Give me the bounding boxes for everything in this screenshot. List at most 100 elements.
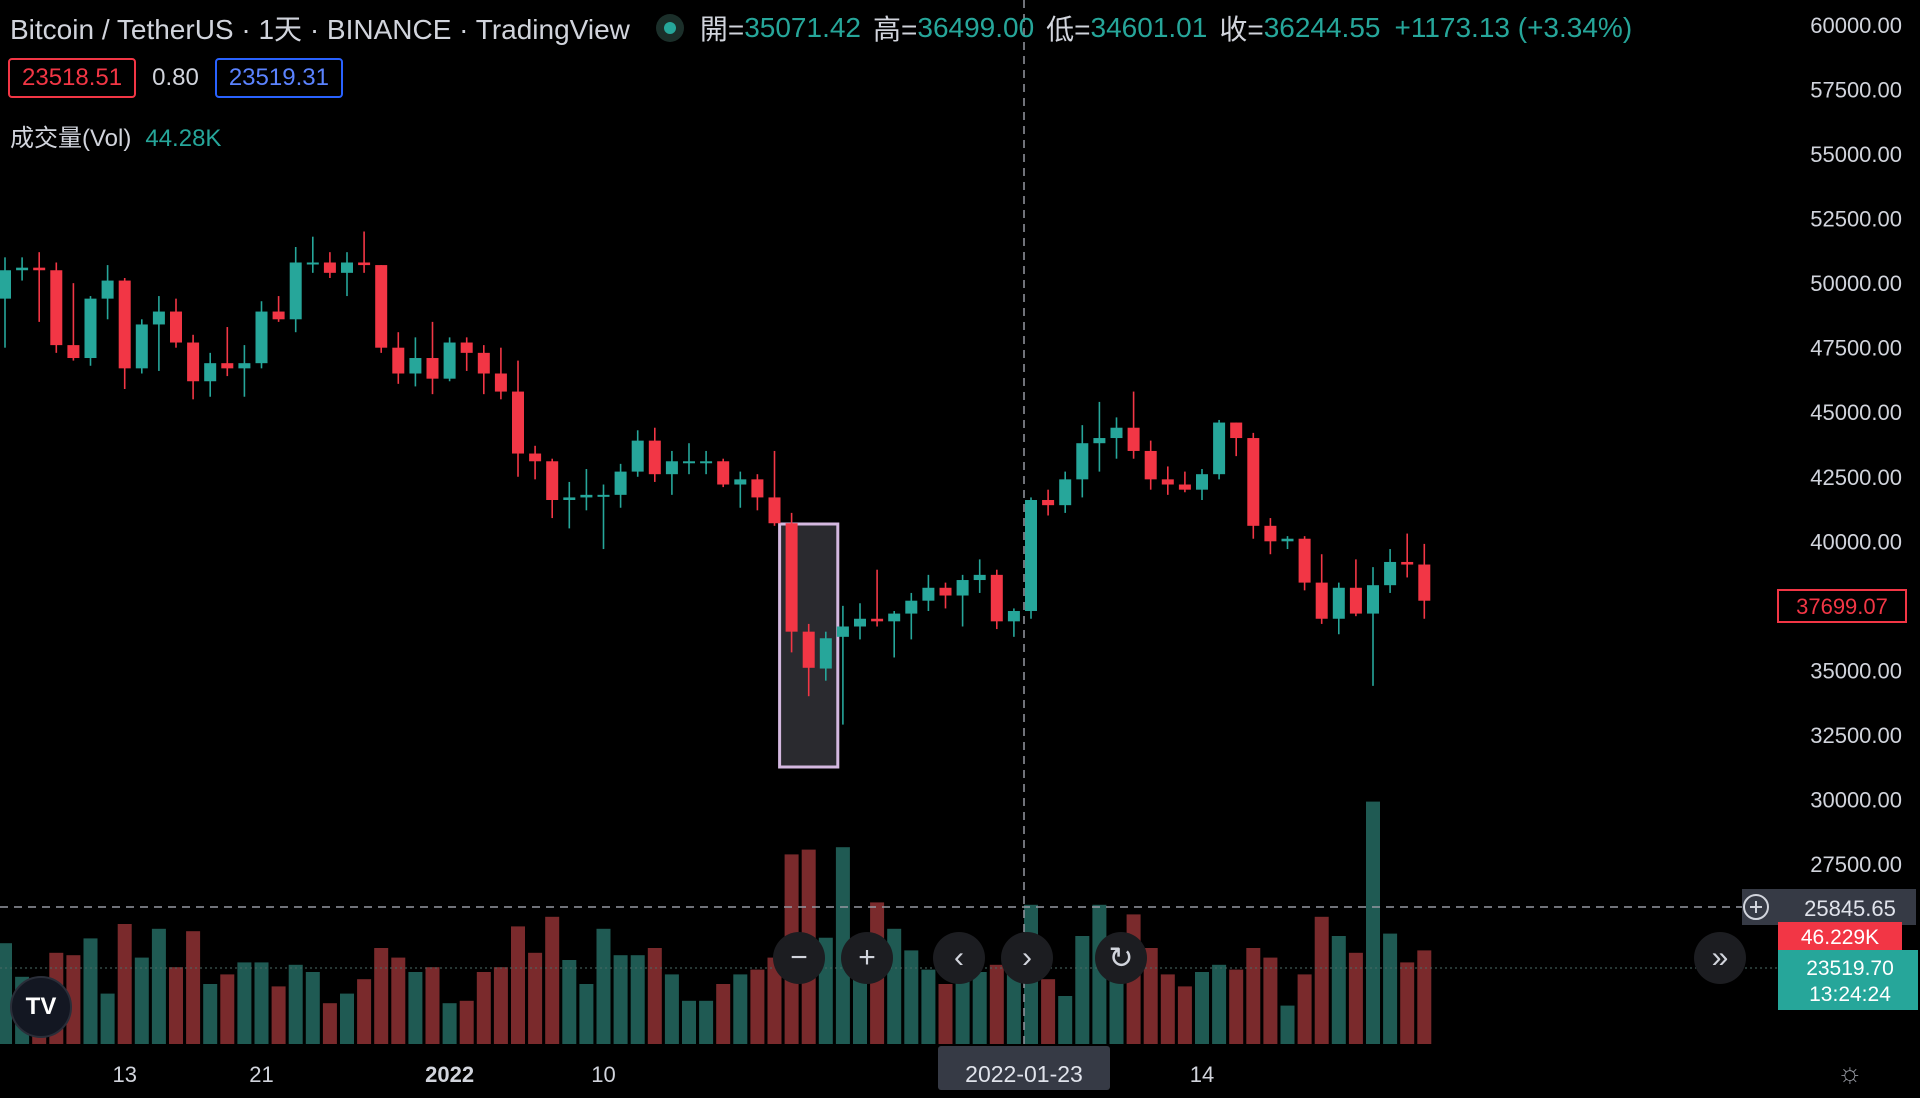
symbol-legend: Bitcoin / TetherUS · 1天 · BINANCE · Trad…: [10, 8, 1632, 48]
volume-bar: [1263, 957, 1278, 1044]
candle-body: [717, 461, 730, 485]
sell-button[interactable]: 23518.51: [8, 58, 137, 98]
time-tick-label: 13: [112, 1062, 136, 1087]
scroll-left-button[interactable]: ‹: [933, 932, 985, 984]
candle-body: [1213, 422, 1226, 475]
candle-body: [118, 280, 131, 369]
candles: [0, 231, 1431, 725]
high-label: 高=: [873, 14, 918, 45]
double-chevron-right-icon: »: [1711, 941, 1729, 974]
candle-body: [512, 391, 524, 454]
time-tick-label: 10: [591, 1062, 615, 1087]
volume-bar: [562, 960, 577, 1044]
volume-bar: [904, 950, 919, 1044]
candle-body: [665, 461, 678, 475]
volume-bar: [1417, 950, 1432, 1044]
candle-body: [375, 265, 388, 348]
candle-body: [238, 363, 251, 369]
scroll-right-button[interactable]: ›: [1001, 932, 1053, 984]
candle-body: [33, 267, 46, 271]
add-alert-icon[interactable]: [1743, 894, 1769, 920]
last-price-badge: 37699.07: [1796, 594, 1888, 619]
candle-body: [1007, 611, 1020, 622]
candle-body: [477, 352, 490, 374]
volume-bar: [767, 957, 782, 1044]
spread-value: 0.80: [152, 64, 199, 91]
volume-bar: [117, 924, 132, 1044]
plus-icon: +: [858, 941, 876, 974]
candle-body: [1196, 474, 1208, 490]
volume-legend[interactable]: 成交量(Vol) 44.28K: [10, 118, 221, 153]
candle-body: [67, 345, 80, 359]
buy-button[interactable]: 23519.31: [214, 58, 343, 98]
volume-bar: [716, 984, 731, 1044]
volume-bar: [1229, 969, 1244, 1044]
reset-chart-button[interactable]: ↻: [1095, 932, 1147, 984]
volume-bar: [1075, 936, 1090, 1044]
volume-bar: [66, 955, 81, 1044]
candle-body: [1076, 443, 1089, 480]
volume-bar: [476, 972, 491, 1044]
volume-bar: [169, 967, 183, 1044]
candle-body: [50, 270, 63, 346]
candle-body: [221, 363, 234, 369]
volume-bar: [989, 964, 1004, 1044]
zoom-in-button[interactable]: +: [841, 932, 893, 984]
candle-body: [922, 587, 935, 601]
candle-body: [272, 311, 285, 320]
symbol-title[interactable]: Bitcoin / TetherUS · 1天 · BINANCE · Trad…: [10, 14, 630, 45]
volume-bar: [151, 928, 166, 1044]
candle-body: [802, 631, 815, 668]
volume-bar: [288, 964, 303, 1044]
candle-body: [16, 267, 29, 271]
crosshair-date-label-bg: [938, 1046, 1110, 1090]
candle-body: [546, 461, 559, 501]
volume-bar: [1331, 936, 1346, 1044]
volume-bar: [1041, 979, 1056, 1044]
candle-body: [101, 280, 114, 299]
volume-bar: [408, 972, 423, 1044]
volume-bar: [1058, 996, 1073, 1044]
candle-body: [306, 262, 319, 265]
zoom-out-button[interactable]: −: [773, 932, 825, 984]
price-tick-label: 55000.00: [1810, 142, 1902, 167]
candle-body: [152, 311, 165, 325]
minus-icon: −: [790, 941, 808, 974]
candle-body: [1230, 422, 1243, 439]
price-tick-label: 35000.00: [1810, 658, 1902, 683]
candle-body: [785, 523, 798, 632]
volume-bar: [733, 974, 748, 1044]
candle-body: [392, 347, 405, 374]
candle-body: [1093, 438, 1106, 444]
candle-body: [323, 262, 336, 273]
crosshair-price-label: 25845.65: [1804, 896, 1896, 921]
candle-body: [255, 311, 268, 364]
volume-bar: [545, 916, 560, 1044]
settings-icon[interactable]: ☼: [1837, 1057, 1863, 1088]
candle-body: [1264, 525, 1277, 542]
volume-bar: [682, 1000, 696, 1044]
candle-body: [494, 373, 507, 392]
volume-bar: [254, 962, 269, 1044]
candle-body: [1127, 427, 1140, 451]
candle-body: [871, 618, 884, 622]
candle-body: [1025, 500, 1037, 612]
scroll-to-realtime-button[interactable]: »: [1694, 932, 1746, 984]
tv-logo-icon: TV: [25, 993, 57, 1020]
price-axis[interactable]: 60000.00 57500.00 55000.00 52500.00 50000.00…: [1810, 13, 1902, 877]
low-value: 34601.01: [1090, 12, 1208, 43]
open-value: 35071.42: [744, 12, 862, 43]
candle-body: [836, 626, 849, 637]
candle-body: [187, 342, 200, 382]
volume-bar: [305, 972, 320, 1044]
volume-value: 44.28K: [145, 125, 222, 152]
volume-bar: [1366, 801, 1380, 1044]
volume-bar: [340, 993, 354, 1044]
volume-bar: [699, 1000, 714, 1044]
tradingview-logo[interactable]: TV: [10, 976, 72, 1038]
time-tick-label: 14: [1190, 1062, 1214, 1087]
volume-bar: [391, 957, 406, 1044]
market-status-icon[interactable]: [655, 14, 684, 42]
volume-bar: [579, 984, 594, 1044]
